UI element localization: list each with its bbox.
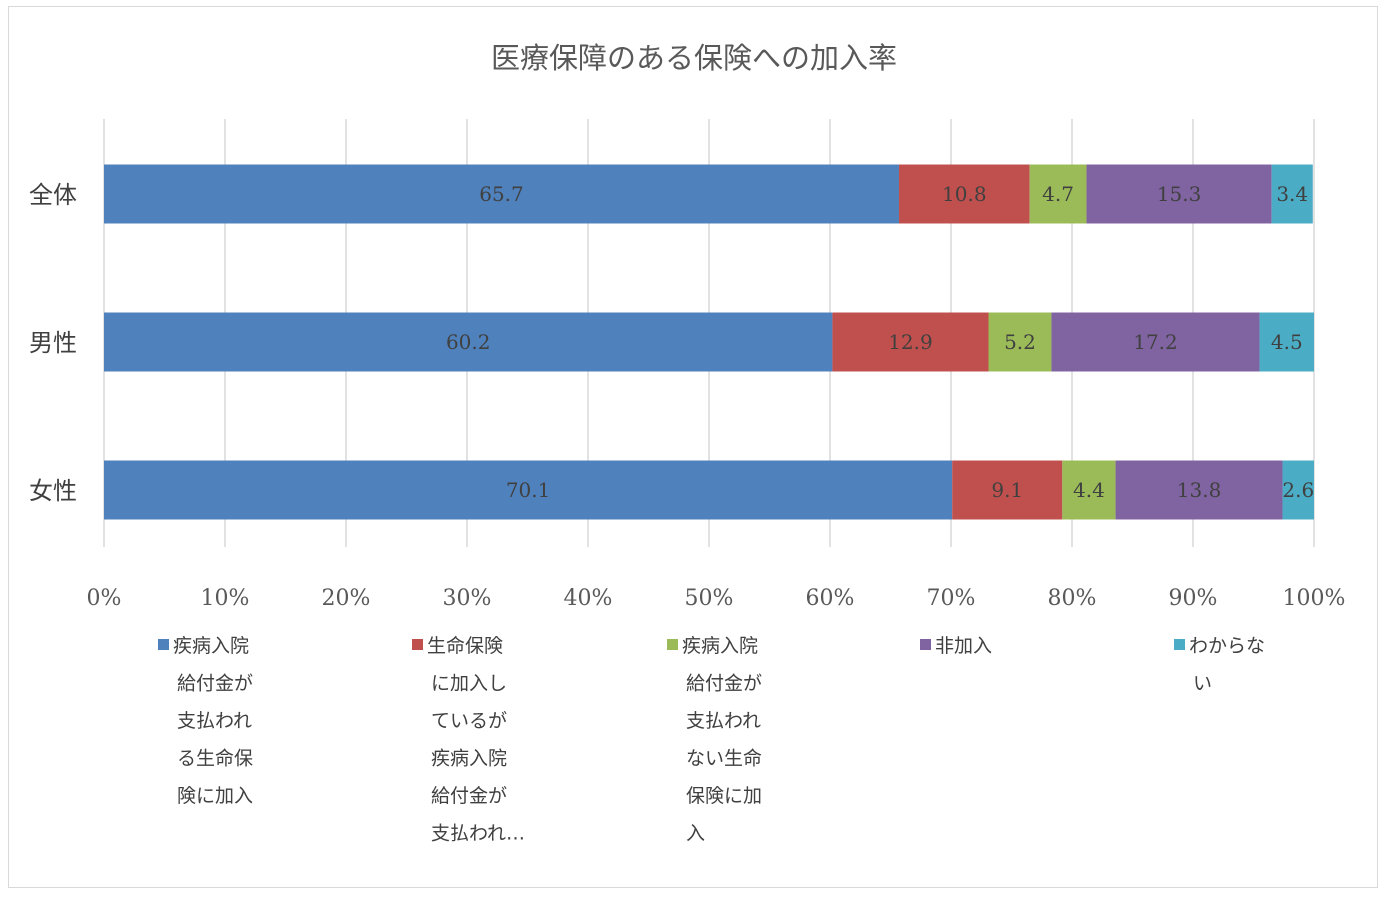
bar-segment [104, 164, 899, 224]
bar-segment [898, 164, 1030, 224]
bar-segment [104, 312, 833, 372]
legend-item: 非加入 [920, 635, 992, 657]
x-tick-label: 10% [201, 586, 250, 611]
legend-swatch [667, 639, 678, 650]
x-tick-label: 100% [1283, 586, 1346, 611]
chart-title: 医療保障のある保険への加入率 [491, 41, 897, 75]
legend-swatch [412, 639, 423, 650]
legend-label: 給付金が [686, 673, 762, 695]
chart-frame: 医療保障のある保険への加入率 65.7 10.8 4.7 15.3 3.4 60.2 12.… [8, 6, 1378, 888]
data-label: 65.7 [479, 182, 524, 206]
data-label: 4.7 [1042, 182, 1074, 206]
legend-label: い [1193, 673, 1212, 695]
legend-label: 給付金が [431, 785, 507, 807]
category-label: 女性 [29, 477, 77, 505]
legend-label: 支払われ… [431, 823, 525, 845]
legend-swatch [158, 639, 169, 650]
legend-label: 疾病入院 [431, 748, 507, 770]
data-label: 60.2 [446, 330, 491, 354]
legend-label: に加入し [431, 673, 507, 695]
data-label: 13.8 [1177, 478, 1222, 502]
x-tick-label: 50% [685, 586, 734, 611]
legend-label: 疾病入院 [173, 635, 249, 657]
data-label: 3.4 [1276, 182, 1308, 206]
data-label: 4.5 [1271, 330, 1303, 354]
legend-label: ているが [431, 710, 507, 732]
x-tick-label: 90% [1169, 586, 1218, 611]
x-tick-label: 70% [927, 586, 976, 611]
x-tick-label: 40% [564, 586, 613, 611]
legend-label: 保険に加 [686, 785, 762, 807]
bar-segment [104, 460, 953, 520]
x-axis-tick-labels: 0% 10% 20% 30% 40% 50% 60% 70% 80% 90% 100% [87, 586, 1346, 611]
legend-item: 生命保険に加入しているが疾病入院給付金が支払われ… [412, 635, 525, 845]
data-label: 4.4 [1073, 478, 1105, 502]
bar-segment [1259, 312, 1314, 372]
x-tick-label: 30% [443, 586, 492, 611]
legend-label: 疾病入院 [682, 635, 758, 657]
data-label: 17.2 [1133, 330, 1178, 354]
legend-label: ない生命 [686, 748, 762, 770]
legend-label: る生命保 [177, 748, 253, 770]
x-tick-label: 60% [806, 586, 855, 611]
legend-label: 生命保険 [427, 635, 503, 657]
bar-segment [832, 312, 989, 372]
data-label: 15.3 [1157, 182, 1202, 206]
legend-label: 給付金が [177, 673, 253, 695]
x-tick-label: 0% [87, 586, 122, 611]
legend-label: 支払われ [686, 710, 761, 732]
data-labels: 65.7 10.8 4.7 15.3 3.4 60.2 12.9 5.2 17.2 4.5 70.1… [446, 182, 1314, 502]
x-tick-label: 20% [322, 586, 371, 611]
category-label: 全体 [29, 181, 77, 209]
legend: 疾病入院給付金が支払われる生命保険に加入生命保険に加入しているが疾病入院給付金が… [158, 635, 1265, 845]
legend-label: 非加入 [935, 635, 992, 657]
legend-swatch [920, 639, 931, 650]
data-label: 10.8 [942, 182, 987, 206]
bar-segment [1062, 460, 1116, 520]
legend-label: 支払われ [177, 710, 252, 732]
bar-segment [1051, 312, 1260, 372]
legend-label: 険に加入 [177, 785, 253, 807]
bar-segment [1282, 460, 1314, 520]
data-label: 70.1 [506, 478, 551, 502]
bar-segment [1029, 164, 1087, 224]
category-label: 男性 [29, 329, 77, 357]
bar-segment [952, 460, 1063, 520]
bar-segment [1271, 164, 1313, 224]
bars [104, 164, 1314, 520]
bar-segment [988, 312, 1052, 372]
legend-swatch [1174, 639, 1185, 650]
bar-segment [1086, 164, 1272, 224]
data-label: 12.9 [888, 330, 933, 354]
stacked-bar-chart: 医療保障のある保険への加入率 65.7 10.8 4.7 15.3 3.4 60.2 12.… [29, 41, 1346, 845]
x-tick-label: 80% [1048, 586, 1097, 611]
data-label: 5.2 [1004, 330, 1036, 354]
bar-segment [1115, 460, 1283, 520]
data-label: 2.6 [1282, 478, 1314, 502]
legend-label: わからな [1189, 635, 1265, 657]
legend-label: 入 [686, 823, 705, 845]
data-label: 9.1 [991, 478, 1023, 502]
